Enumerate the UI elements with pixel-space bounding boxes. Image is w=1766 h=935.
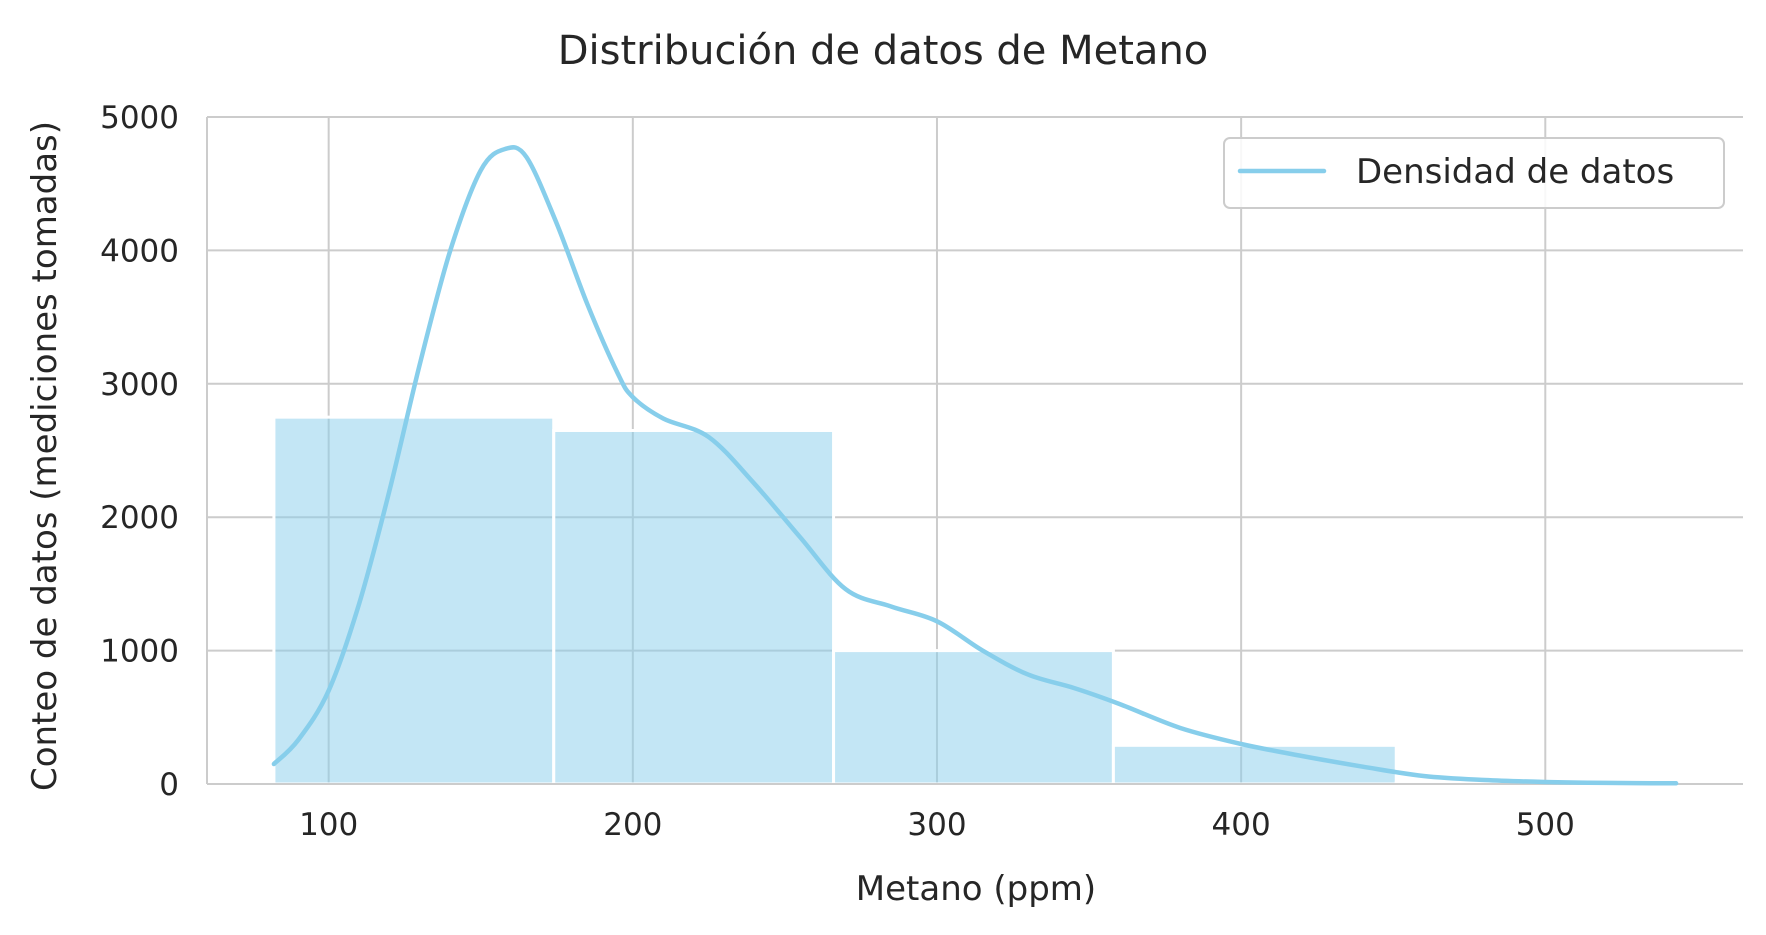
x-tick-label: 200 — [603, 807, 662, 843]
x-tick-label: 300 — [907, 807, 966, 843]
x-tick-label: 400 — [1212, 807, 1271, 843]
histogram-bar — [272, 415, 556, 786]
histogram-bar — [552, 428, 836, 786]
x-tick-label: 100 — [299, 807, 358, 843]
axes-spines — [206, 117, 1743, 785]
y-tick-label: 4000 — [100, 233, 179, 269]
y-tick-label: 1000 — [100, 634, 179, 670]
y-tick-label: 2000 — [100, 500, 179, 536]
x-tick-label: 500 — [1516, 807, 1575, 843]
y-axis-label: Conteo de datos (mediciones tomadas) — [25, 121, 65, 791]
legend-label: Densidad de datos — [1356, 152, 1674, 192]
legend: Densidad de datos — [1223, 137, 1725, 209]
histogram-bar — [832, 649, 1115, 786]
x-axis-label: Metano (ppm) — [856, 869, 1096, 909]
histogram-bars — [272, 415, 1678, 786]
chart-title: Distribución de datos de Metano — [558, 28, 1209, 74]
density-line — [271, 145, 1679, 786]
density-curve — [271, 145, 1679, 786]
y-tick-label: 5000 — [100, 100, 179, 136]
y-tick-label: 0 — [159, 767, 179, 803]
legend-box — [1223, 137, 1725, 209]
y-tick-label: 3000 — [100, 367, 179, 403]
